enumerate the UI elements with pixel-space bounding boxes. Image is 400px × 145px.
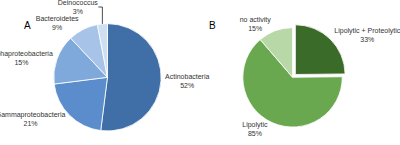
- svg-text:Alphaproteobacteria15%: Alphaproteobacteria15%: [0, 50, 53, 66]
- svg-text:A: A: [24, 20, 31, 31]
- svg-text:Deinococcus3%: Deinococcus3%: [58, 0, 99, 15]
- svg-text:Gammaproteobacteria21%: Gammaproteobacteria21%: [0, 111, 65, 127]
- svg-text:Lipolytic + Proteolytic33%: Lipolytic + Proteolytic33%: [334, 27, 400, 43]
- svg-text:B: B: [209, 20, 216, 31]
- svg-text:Actinobacteria52%: Actinobacteria52%: [165, 73, 209, 89]
- svg-text:no activity15%: no activity15%: [240, 16, 272, 32]
- svg-text:Lipolytic85%: Lipolytic85%: [242, 121, 268, 137]
- svg-text:Bacteroidetes9%: Bacteroidetes9%: [36, 15, 79, 31]
